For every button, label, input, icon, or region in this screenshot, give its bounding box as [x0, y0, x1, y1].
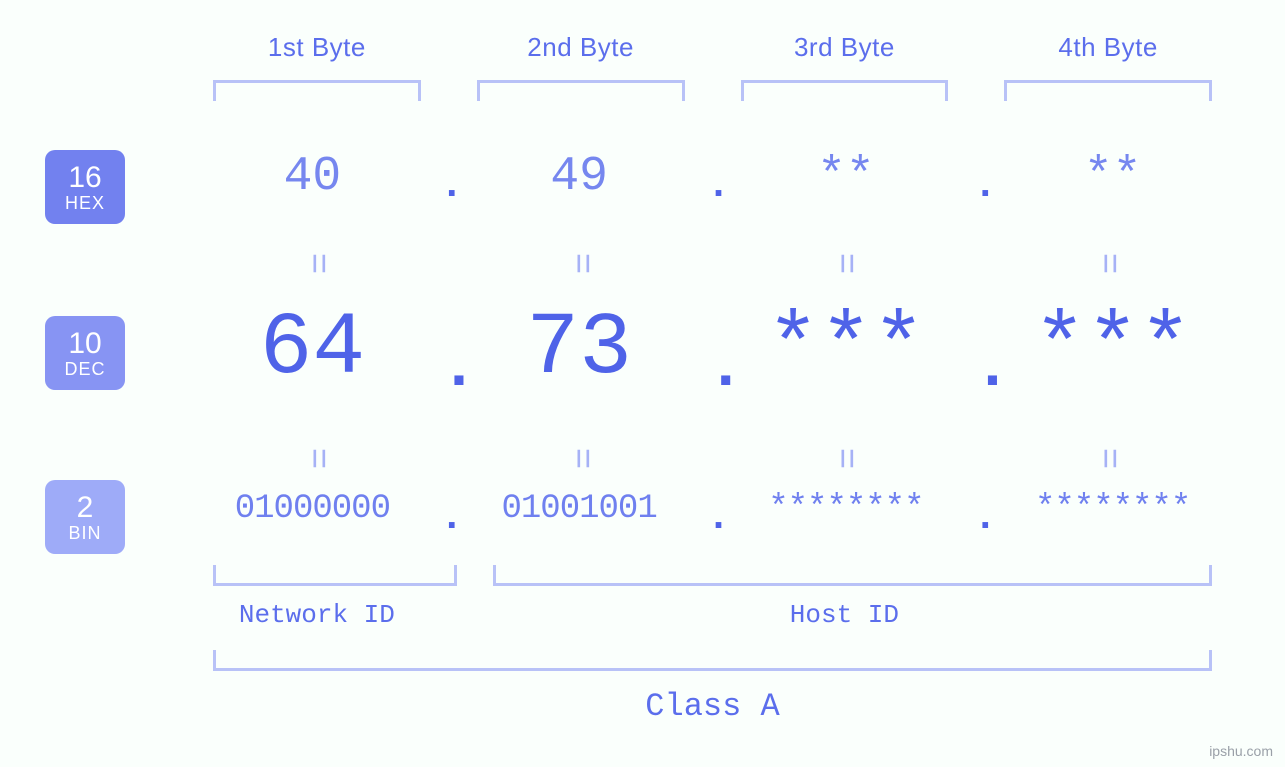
- top-bracket: [477, 80, 685, 101]
- badge-number: 2: [77, 491, 94, 524]
- byte-header-1: 1st Byte: [185, 32, 449, 63]
- equals-row: = = = =: [185, 240, 1240, 281]
- bin-byte-3: ********: [719, 490, 974, 528]
- equals-icon: =: [1088, 324, 1129, 588]
- dec-row: 64 . 73 . *** . ***: [185, 300, 1240, 399]
- bin-byte-1: 01000000: [185, 490, 440, 528]
- top-bracket: [741, 80, 949, 101]
- dot-separator: .: [707, 350, 719, 388]
- dot-separator: .: [973, 175, 985, 199]
- equals-icon: =: [296, 324, 337, 588]
- hex-row: 40 . 49 . ** . **: [185, 150, 1240, 204]
- top-bracket: [213, 80, 421, 101]
- dot-separator: .: [440, 350, 452, 388]
- network-id-bracket: [213, 565, 457, 586]
- bin-row: 01000000 . 01001001 . ******** . *******…: [185, 490, 1240, 528]
- bin-byte-4: ********: [985, 490, 1240, 528]
- watermark: ipshu.com: [1209, 743, 1273, 759]
- badge-label: DEC: [64, 360, 105, 380]
- top-bracket-row: [185, 80, 1240, 101]
- host-id-label: Host ID: [449, 600, 1240, 630]
- badge-number: 16: [68, 161, 101, 194]
- byte-header-4: 4th Byte: [976, 32, 1240, 63]
- bottom-bracket-row: [185, 565, 1240, 586]
- bin-byte-2: 01001001: [452, 490, 707, 528]
- equals-icon: =: [824, 324, 865, 588]
- base-badge-dec: 10 DEC: [45, 316, 125, 390]
- top-bracket: [1004, 80, 1212, 101]
- ip-class-label: Class A: [185, 688, 1240, 725]
- badge-number: 10: [68, 327, 101, 360]
- dot-separator: .: [707, 507, 719, 531]
- dot-separator: .: [440, 507, 452, 531]
- dot-separator: .: [440, 175, 452, 199]
- class-bracket: [213, 650, 1212, 671]
- byte-header-row: 1st Byte 2nd Byte 3rd Byte 4th Byte: [185, 32, 1240, 63]
- byte-header-3: 3rd Byte: [713, 32, 977, 63]
- dot-separator: .: [707, 175, 719, 199]
- dot-separator: .: [973, 507, 985, 531]
- byte-header-2: 2nd Byte: [449, 32, 713, 63]
- base-badge-bin: 2 BIN: [45, 480, 125, 554]
- dot-separator: .: [973, 350, 985, 388]
- bottom-label-row: Network ID Host ID: [185, 600, 1240, 630]
- host-id-bracket: [493, 565, 1212, 586]
- base-badge-hex: 16 HEX: [45, 150, 125, 224]
- equals-row: = = = =: [185, 435, 1240, 476]
- equals-icon: =: [560, 324, 601, 588]
- badge-label: BIN: [68, 524, 101, 544]
- network-id-label: Network ID: [185, 600, 449, 630]
- badge-label: HEX: [65, 194, 105, 214]
